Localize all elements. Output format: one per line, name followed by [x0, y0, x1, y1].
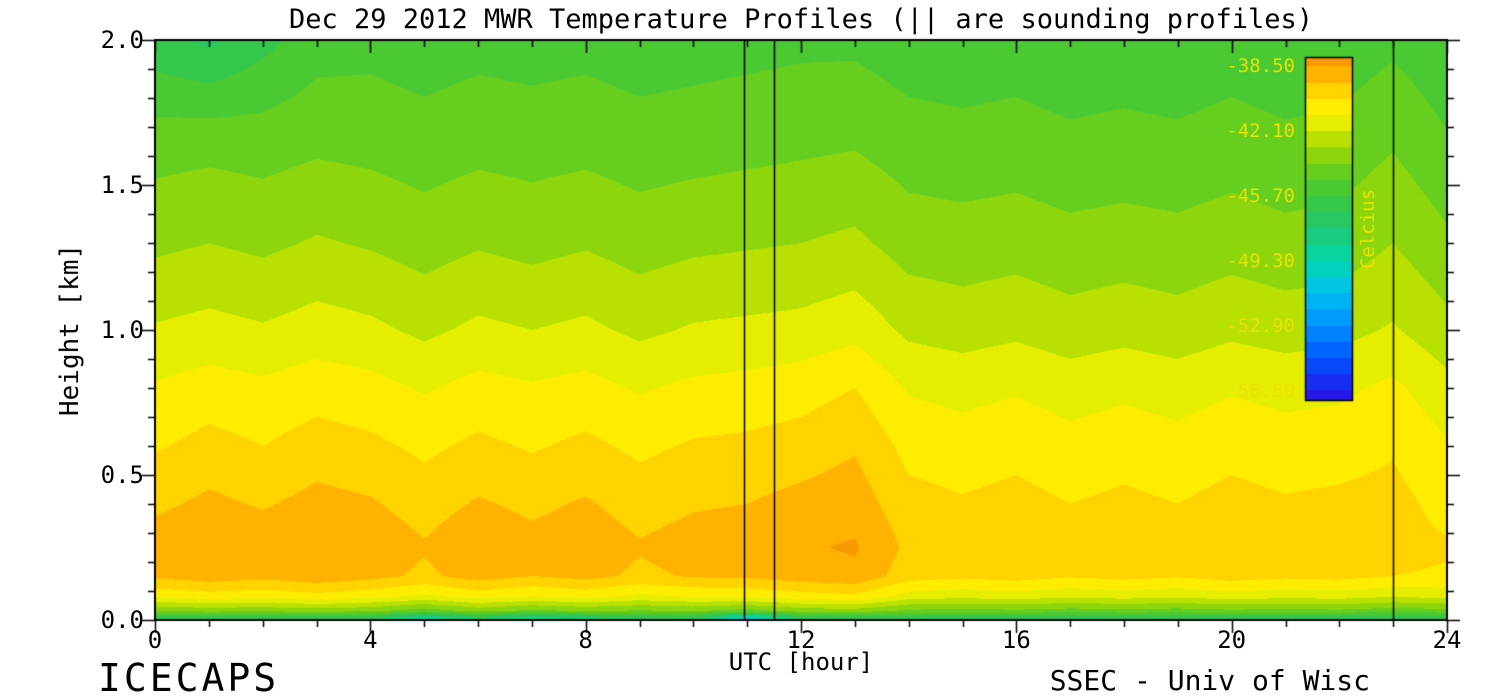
footer-right-text: SSEC - Univ of Wisc: [1049, 664, 1370, 697]
y-axis-label: Height [km]: [55, 243, 85, 417]
colorbar-title: Celcius: [1357, 188, 1379, 269]
footer-left-text: ICECAPS: [98, 656, 280, 700]
chart-title: Dec 29 2012 MWR Temperature Profiles (||…: [288, 4, 1314, 35]
x-axis-label: UTC [hour]: [728, 648, 874, 676]
